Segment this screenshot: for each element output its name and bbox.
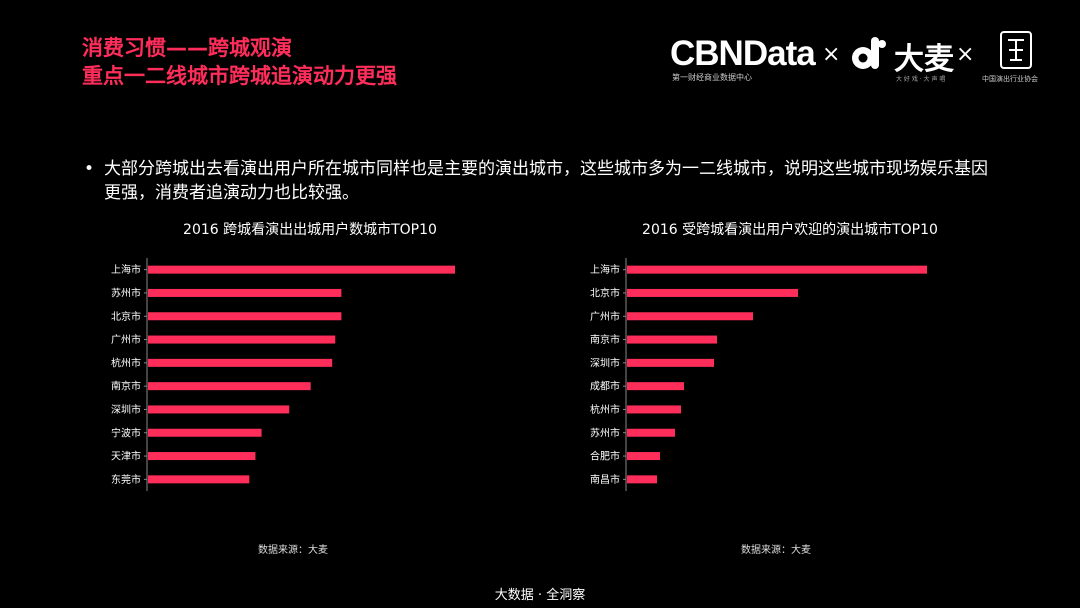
page-title: 消费习惯——跨城观演 重点一二线城市跨城追演动力更强 xyxy=(82,34,397,90)
bar xyxy=(627,265,927,274)
footer-slogan: 大数据 · 全洞察 xyxy=(494,588,586,603)
category-label: 深圳市 xyxy=(111,403,141,416)
category-label: 南昌市 xyxy=(590,473,620,486)
category-label: 苏州市 xyxy=(590,426,620,439)
category-label: 东莞市 xyxy=(111,473,141,486)
category-label: 合肥市 xyxy=(590,450,620,463)
category-label: 北京市 xyxy=(111,310,141,323)
chart-right-source: 数据来源：大麦 xyxy=(741,545,811,556)
page-title-line2: 重点一二线城市跨城追演动力更强 xyxy=(82,64,397,88)
chart-right-title: 2016 受跨城看演出用户欢迎的演出城市TOP10 xyxy=(642,222,938,238)
category-label: 广州市 xyxy=(590,310,620,323)
bar xyxy=(148,335,336,344)
category-label: 南京市 xyxy=(111,380,141,393)
bar xyxy=(627,335,717,344)
bar xyxy=(148,405,290,414)
category-label: 苏州市 xyxy=(111,286,141,299)
damai-logo-icon xyxy=(852,37,886,69)
bar xyxy=(148,382,311,391)
bar xyxy=(627,382,684,391)
damai-subtitle: 大 好 戏 · 大 声 唱 xyxy=(896,76,946,83)
bar xyxy=(148,452,256,461)
category-label: 广州市 xyxy=(111,333,141,346)
bar xyxy=(627,312,753,321)
category-label: 上海市 xyxy=(590,263,620,276)
summary-text: 大部分跨城出去看演出用户所在城市同样也是主要的演出城市，这些城市多为一二线城市，… xyxy=(104,159,988,203)
bar xyxy=(627,288,798,297)
category-label: 宁波市 xyxy=(111,426,141,439)
bar xyxy=(148,428,262,437)
page-title-line1: 消费习惯——跨城观演 xyxy=(82,36,292,60)
summary-bullet: • 大部分跨城出去看演出用户所在城市同样也是主要的演出城市，这些城市多为一二线城… xyxy=(84,157,1004,205)
bullet-icon: • xyxy=(84,159,95,179)
times-icon: × xyxy=(822,42,841,67)
category-label: 上海市 xyxy=(111,263,141,276)
bar xyxy=(148,475,250,484)
category-label: 北京市 xyxy=(590,286,620,299)
chart-left-source: 数据来源：大麦 xyxy=(258,545,328,556)
bar xyxy=(627,405,681,414)
bar xyxy=(148,312,342,321)
category-label: 成都市 xyxy=(590,380,620,393)
bar xyxy=(148,265,455,274)
bar xyxy=(627,475,657,484)
category-label: 深圳市 xyxy=(590,356,620,369)
bar xyxy=(148,288,342,297)
category-label: 杭州市 xyxy=(111,356,141,369)
cbndata-subtitle: 第一财经商业数据中心 xyxy=(672,73,752,82)
category-label: 天津市 xyxy=(111,450,141,463)
partner-logos: CBNData 第一财经商业数据中心 × 大麦 大 好 戏 · 大 声 唱 × … xyxy=(664,30,1064,100)
category-label: 南京市 xyxy=(590,333,620,346)
bar xyxy=(148,358,333,367)
damai-logo: 大麦 xyxy=(894,42,954,77)
association-seal-icon xyxy=(1000,31,1032,69)
cbndata-logo: CBNData xyxy=(670,34,816,73)
chart-left-title: 2016 跨城看演出出城用户数城市TOP10 xyxy=(183,222,437,238)
category-label: 杭州市 xyxy=(590,403,620,416)
bar xyxy=(627,358,714,367)
association-name: 中国演出行业协会 xyxy=(982,75,1038,83)
times-icon: × xyxy=(956,42,975,67)
bar xyxy=(627,428,675,437)
bar xyxy=(627,452,660,461)
